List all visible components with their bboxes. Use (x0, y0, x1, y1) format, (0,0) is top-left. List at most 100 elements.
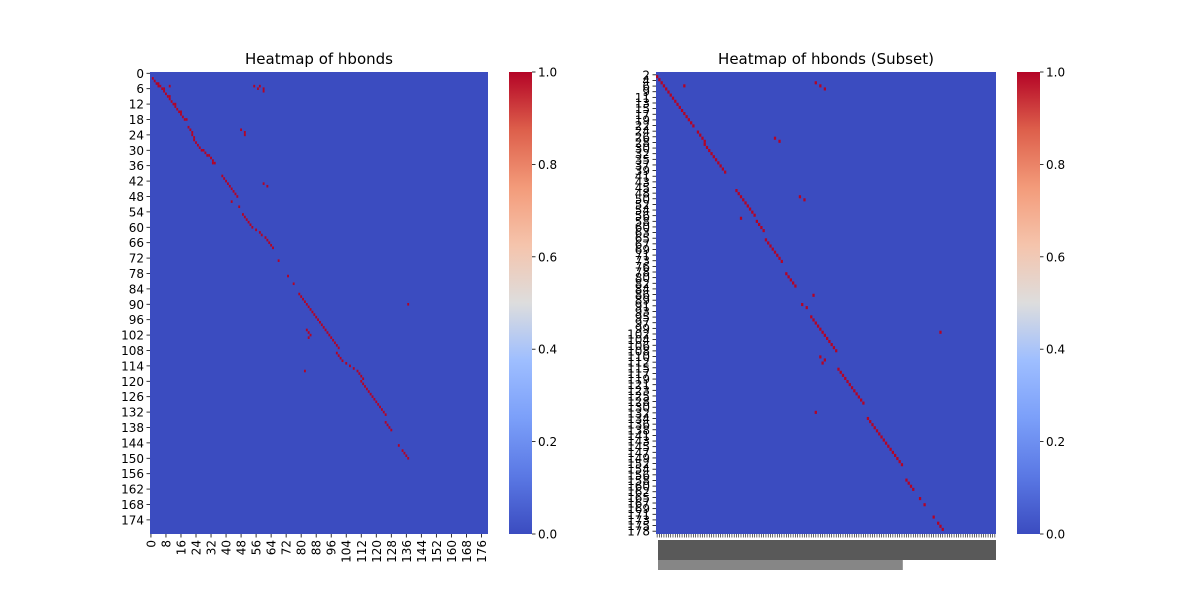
heatmap-2-x-tick-label-band (658, 540, 996, 560)
heatmap-2-y-tick-label: 58 (635, 215, 650, 229)
heatmap-2-cell (850, 386, 854, 390)
colorbar-2-gradient (1017, 72, 1040, 534)
heatmap-2-cell (712, 155, 715, 159)
heatmap-2-y-tick-label: 110 (627, 350, 650, 364)
heatmap-2-y-tick-label: 171 (627, 508, 650, 522)
heatmap-1-x-tick-label: 48 (235, 540, 249, 555)
heatmap-1-cell (157, 84, 160, 88)
heatmap-2-cell (907, 481, 910, 485)
heatmap-2-cell (714, 158, 718, 162)
heatmap-1-cell (328, 333, 331, 337)
heatmap-2-y-tick-label: 32 (635, 147, 650, 161)
heatmap-1-cell (168, 95, 171, 98)
heatmap-1-cell (174, 105, 177, 108)
heatmap-2-y-tick-label: 15 (635, 102, 650, 116)
heatmap-1-y-tick-label: 108 (121, 344, 144, 358)
heatmap-2-y-tick-label: 147 (627, 446, 650, 460)
colorbar-tick-label: 0.6 (1046, 250, 1065, 264)
heatmap-2-cell (805, 306, 808, 310)
colorbar-1-gradient (509, 72, 532, 534)
heatmap-1-x-tick-label: 16 (174, 540, 188, 555)
heatmap-1-cell (307, 336, 310, 339)
heatmap-1-cell (292, 282, 295, 286)
heatmap-1-cell (166, 95, 169, 98)
heatmap-2-y-tick-label: 128 (627, 395, 650, 409)
heatmap-1-cell (170, 100, 173, 103)
heatmap-2-y-tick-label: 138 (627, 423, 650, 437)
heatmap-2-cell (826, 336, 829, 340)
heatmap-1-cell (332, 338, 335, 342)
heatmap-2-cell (814, 410, 817, 414)
heatmap-2-cell (898, 460, 901, 464)
heatmap-1-cell (234, 192, 237, 196)
heatmap-2-y-tick-label: 158 (627, 474, 650, 488)
heatmap-1-title: Heatmap of hbonds (245, 50, 393, 68)
heatmap-2-y-tick-label: 67 (635, 237, 650, 251)
heatmap-2-cell (801, 303, 804, 307)
heatmap-2-y-tick-label: 78 (635, 266, 650, 280)
heatmap-2-cell (660, 81, 663, 85)
heatmap-1-cell (379, 405, 381, 409)
heatmap-1-cell (245, 218, 248, 221)
heatmap-2-cell (894, 453, 897, 457)
heatmap-1-x-tick-label: 64 (265, 540, 279, 555)
heatmap-2-cell (889, 447, 892, 451)
heatmap-2-cell (787, 275, 790, 279)
heatmap-1-cell (362, 382, 365, 386)
heatmap-2: Heatmap of hbonds (Subset) 2469111315171… (627, 50, 996, 570)
heatmap-2-y-tick-label: 84 (635, 282, 650, 296)
heatmap-2-y-tick-label: 117 (627, 367, 650, 381)
heatmap-1-cell (339, 356, 342, 360)
heatmap-2-cell (912, 487, 915, 491)
heatmap-2-y-tick-label: 37 (635, 158, 650, 172)
heatmap-2-cell (773, 250, 777, 254)
heatmap-1-cell (206, 154, 209, 157)
heatmap-1-x-tick-label: 168 (460, 540, 474, 563)
heatmap-2-cell (837, 367, 840, 371)
heatmap-2-cell (703, 142, 706, 146)
heatmap-2-cell (823, 87, 826, 91)
heatmap-1-cell (390, 428, 393, 432)
heatmap-2-cell (776, 253, 779, 257)
heatmap-1-cell (384, 421, 387, 424)
heatmap-1-cell (200, 149, 203, 152)
heatmap-1-cell (168, 97, 171, 101)
heatmap-2-cell (848, 383, 851, 387)
heatmap-2-y-tick-label: 35 (635, 153, 650, 167)
heatmap-1-cell (163, 87, 166, 90)
heatmap-1-cell (309, 308, 312, 311)
colorbar-tick-label: 0.2 (1046, 435, 1065, 449)
heatmap-2-cell (812, 293, 815, 297)
heatmap-1-y-tick-label: 120 (121, 375, 144, 389)
heatmap-1-cell (360, 380, 363, 383)
heatmap-1-cell (230, 200, 233, 203)
colorbar-tick-label: 1.0 (1046, 66, 1065, 80)
heatmap-2-cell (866, 416, 870, 421)
heatmap-2-cell (844, 376, 847, 380)
heatmap-1-y-tick-label: 36 (129, 159, 144, 173)
heatmap-2-y-tick-label: 39 (635, 164, 650, 178)
heatmap-1-cell (202, 149, 205, 152)
heatmap-1-cell (388, 426, 391, 429)
heatmap-1-cell (240, 128, 243, 132)
heatmap-1-cell (268, 241, 271, 244)
heatmap-1-y-tick-label: 30 (129, 144, 144, 158)
heatmap-2-cell (871, 423, 874, 427)
heatmap-1-cell (335, 351, 338, 355)
heatmap-2-y-tick-label: 65 (635, 232, 650, 246)
heatmap-2-y-tick-label: 89 (635, 294, 650, 308)
heatmap-2-cell (780, 259, 783, 263)
heatmap-2-cell (778, 256, 781, 260)
heatmap-2-cell (683, 112, 686, 116)
heatmap-2-cell (875, 429, 879, 433)
heatmap-2-cell (778, 139, 781, 143)
heatmap-1-cell (242, 213, 244, 216)
heatmap-1-cell (211, 159, 214, 162)
heatmap-2-cell (692, 124, 695, 128)
heatmap-2-y-tick-label: 22 (635, 119, 650, 133)
heatmap-2-cell (705, 145, 709, 149)
heatmap-1-cell (226, 182, 229, 185)
heatmap-1-cell (196, 143, 199, 147)
